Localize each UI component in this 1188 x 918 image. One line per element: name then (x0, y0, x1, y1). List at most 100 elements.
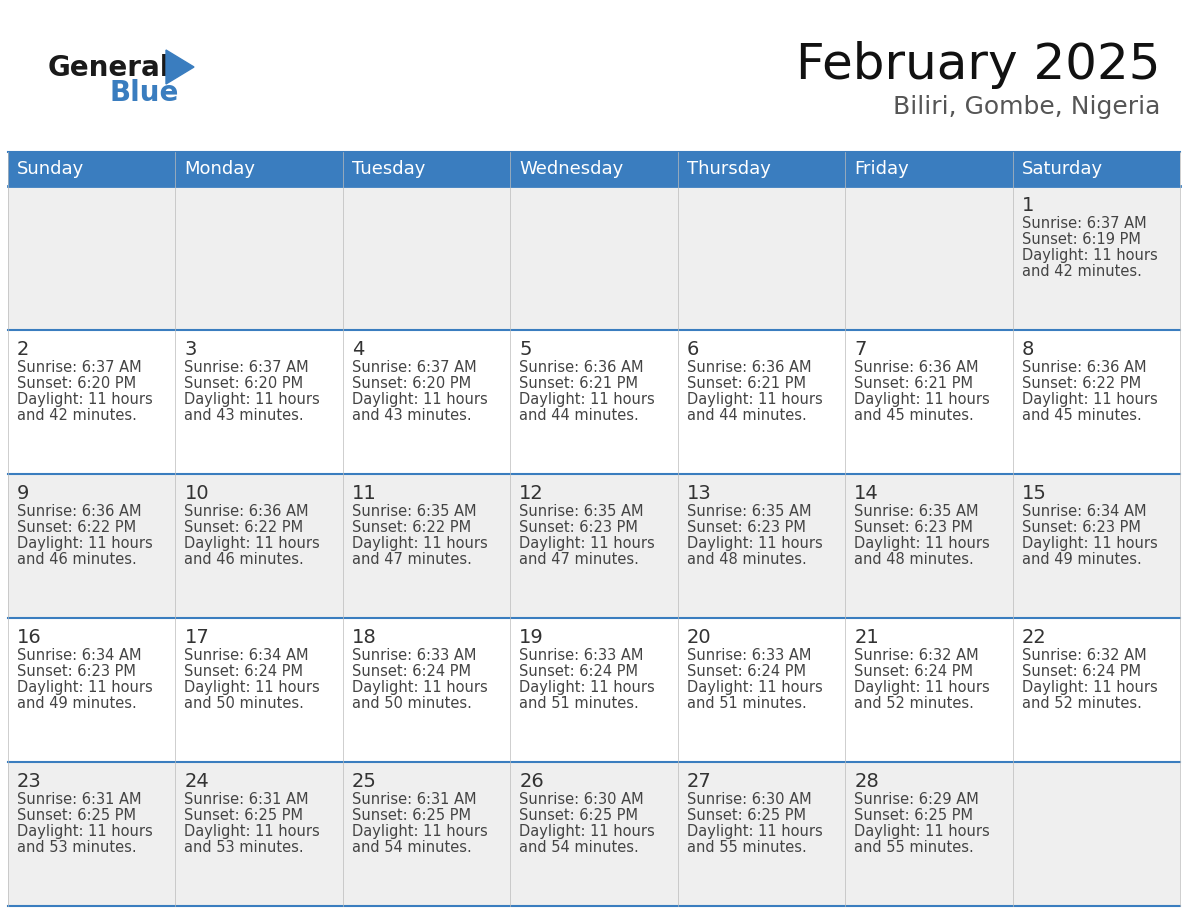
Text: and 53 minutes.: and 53 minutes. (184, 840, 304, 855)
Text: Daylight: 11 hours: Daylight: 11 hours (519, 680, 655, 695)
Text: Sunset: 6:20 PM: Sunset: 6:20 PM (184, 376, 304, 391)
Text: Tuesday: Tuesday (352, 160, 425, 178)
Text: Daylight: 11 hours: Daylight: 11 hours (687, 536, 822, 551)
Text: and 51 minutes.: and 51 minutes. (687, 696, 807, 711)
Text: and 51 minutes.: and 51 minutes. (519, 696, 639, 711)
Text: 19: 19 (519, 628, 544, 647)
Text: Sunrise: 6:33 AM: Sunrise: 6:33 AM (687, 648, 811, 663)
Text: 27: 27 (687, 772, 712, 791)
Text: and 42 minutes.: and 42 minutes. (17, 408, 137, 423)
Text: and 45 minutes.: and 45 minutes. (854, 408, 974, 423)
Text: Sunrise: 6:37 AM: Sunrise: 6:37 AM (184, 360, 309, 375)
Text: Daylight: 11 hours: Daylight: 11 hours (854, 536, 990, 551)
Text: Sunset: 6:24 PM: Sunset: 6:24 PM (854, 664, 973, 679)
Text: Sunrise: 6:33 AM: Sunrise: 6:33 AM (519, 648, 644, 663)
Text: and 42 minutes.: and 42 minutes. (1022, 264, 1142, 279)
Text: 25: 25 (352, 772, 377, 791)
Text: and 55 minutes.: and 55 minutes. (854, 840, 974, 855)
Text: Saturday: Saturday (1022, 160, 1102, 178)
Text: Daylight: 11 hours: Daylight: 11 hours (17, 536, 153, 551)
Text: Wednesday: Wednesday (519, 160, 624, 178)
Text: Sunrise: 6:34 AM: Sunrise: 6:34 AM (1022, 504, 1146, 519)
Text: Daylight: 11 hours: Daylight: 11 hours (1022, 248, 1157, 263)
Text: 28: 28 (854, 772, 879, 791)
Text: Sunset: 6:25 PM: Sunset: 6:25 PM (687, 808, 805, 823)
Text: Sunrise: 6:36 AM: Sunrise: 6:36 AM (687, 360, 811, 375)
Text: Sunset: 6:21 PM: Sunset: 6:21 PM (854, 376, 973, 391)
Text: Daylight: 11 hours: Daylight: 11 hours (687, 680, 822, 695)
Text: Sunrise: 6:31 AM: Sunrise: 6:31 AM (184, 792, 309, 807)
Text: Sunset: 6:24 PM: Sunset: 6:24 PM (687, 664, 805, 679)
Text: Sunset: 6:23 PM: Sunset: 6:23 PM (1022, 520, 1140, 535)
Text: General: General (48, 54, 170, 82)
Text: Sunset: 6:23 PM: Sunset: 6:23 PM (519, 520, 638, 535)
Text: and 54 minutes.: and 54 minutes. (519, 840, 639, 855)
Text: 10: 10 (184, 484, 209, 503)
Text: Sunset: 6:24 PM: Sunset: 6:24 PM (184, 664, 303, 679)
Text: Friday: Friday (854, 160, 909, 178)
Text: 17: 17 (184, 628, 209, 647)
Text: Sunrise: 6:30 AM: Sunrise: 6:30 AM (519, 792, 644, 807)
Text: and 50 minutes.: and 50 minutes. (184, 696, 304, 711)
Text: and 49 minutes.: and 49 minutes. (1022, 552, 1142, 567)
Text: Daylight: 11 hours: Daylight: 11 hours (184, 536, 321, 551)
Text: and 54 minutes.: and 54 minutes. (352, 840, 472, 855)
Text: Sunset: 6:21 PM: Sunset: 6:21 PM (687, 376, 805, 391)
Text: Sunrise: 6:36 AM: Sunrise: 6:36 AM (184, 504, 309, 519)
Text: 16: 16 (17, 628, 42, 647)
Text: Daylight: 11 hours: Daylight: 11 hours (17, 392, 153, 407)
Text: and 52 minutes.: and 52 minutes. (854, 696, 974, 711)
Text: Daylight: 11 hours: Daylight: 11 hours (854, 392, 990, 407)
Text: 4: 4 (352, 340, 365, 359)
Text: Sunset: 6:23 PM: Sunset: 6:23 PM (17, 664, 135, 679)
Bar (8, 618, 1180, 762)
Text: Daylight: 11 hours: Daylight: 11 hours (687, 824, 822, 839)
Text: and 48 minutes.: and 48 minutes. (687, 552, 807, 567)
Text: Sunrise: 6:37 AM: Sunrise: 6:37 AM (352, 360, 476, 375)
Text: Sunrise: 6:36 AM: Sunrise: 6:36 AM (854, 360, 979, 375)
Text: Daylight: 11 hours: Daylight: 11 hours (184, 392, 321, 407)
Text: Daylight: 11 hours: Daylight: 11 hours (17, 680, 153, 695)
Text: 20: 20 (687, 628, 712, 647)
Text: Sunset: 6:25 PM: Sunset: 6:25 PM (519, 808, 638, 823)
Text: Sunset: 6:24 PM: Sunset: 6:24 PM (352, 664, 470, 679)
Bar (8, 762, 1180, 906)
Text: Daylight: 11 hours: Daylight: 11 hours (352, 824, 487, 839)
Text: and 46 minutes.: and 46 minutes. (184, 552, 304, 567)
Text: 1: 1 (1022, 196, 1034, 215)
Bar (8, 474, 1180, 618)
Text: Daylight: 11 hours: Daylight: 11 hours (184, 680, 321, 695)
Text: 11: 11 (352, 484, 377, 503)
Text: Sunset: 6:22 PM: Sunset: 6:22 PM (17, 520, 137, 535)
Text: 5: 5 (519, 340, 532, 359)
Text: Sunrise: 6:30 AM: Sunrise: 6:30 AM (687, 792, 811, 807)
Text: Sunrise: 6:37 AM: Sunrise: 6:37 AM (17, 360, 141, 375)
Text: 12: 12 (519, 484, 544, 503)
Text: Sunset: 6:25 PM: Sunset: 6:25 PM (17, 808, 135, 823)
Text: and 46 minutes.: and 46 minutes. (17, 552, 137, 567)
Text: Sunset: 6:20 PM: Sunset: 6:20 PM (352, 376, 470, 391)
Text: 14: 14 (854, 484, 879, 503)
Text: Sunrise: 6:32 AM: Sunrise: 6:32 AM (1022, 648, 1146, 663)
Text: Sunrise: 6:36 AM: Sunrise: 6:36 AM (519, 360, 644, 375)
Text: Sunset: 6:23 PM: Sunset: 6:23 PM (854, 520, 973, 535)
Text: Sunrise: 6:37 AM: Sunrise: 6:37 AM (1022, 216, 1146, 231)
Text: Sunset: 6:25 PM: Sunset: 6:25 PM (854, 808, 973, 823)
Text: and 44 minutes.: and 44 minutes. (519, 408, 639, 423)
Bar (8, 330, 1180, 474)
Text: Daylight: 11 hours: Daylight: 11 hours (1022, 680, 1157, 695)
Text: Sunday: Sunday (17, 160, 84, 178)
Text: 24: 24 (184, 772, 209, 791)
Text: Sunrise: 6:36 AM: Sunrise: 6:36 AM (1022, 360, 1146, 375)
Text: 3: 3 (184, 340, 197, 359)
Text: 7: 7 (854, 340, 866, 359)
Text: 13: 13 (687, 484, 712, 503)
Text: Sunset: 6:22 PM: Sunset: 6:22 PM (184, 520, 304, 535)
Text: Sunset: 6:24 PM: Sunset: 6:24 PM (1022, 664, 1140, 679)
Text: Daylight: 11 hours: Daylight: 11 hours (352, 392, 487, 407)
Text: Sunset: 6:21 PM: Sunset: 6:21 PM (519, 376, 638, 391)
Text: and 53 minutes.: and 53 minutes. (17, 840, 137, 855)
Text: Sunrise: 6:35 AM: Sunrise: 6:35 AM (687, 504, 811, 519)
Text: and 55 minutes.: and 55 minutes. (687, 840, 807, 855)
Text: and 47 minutes.: and 47 minutes. (352, 552, 472, 567)
